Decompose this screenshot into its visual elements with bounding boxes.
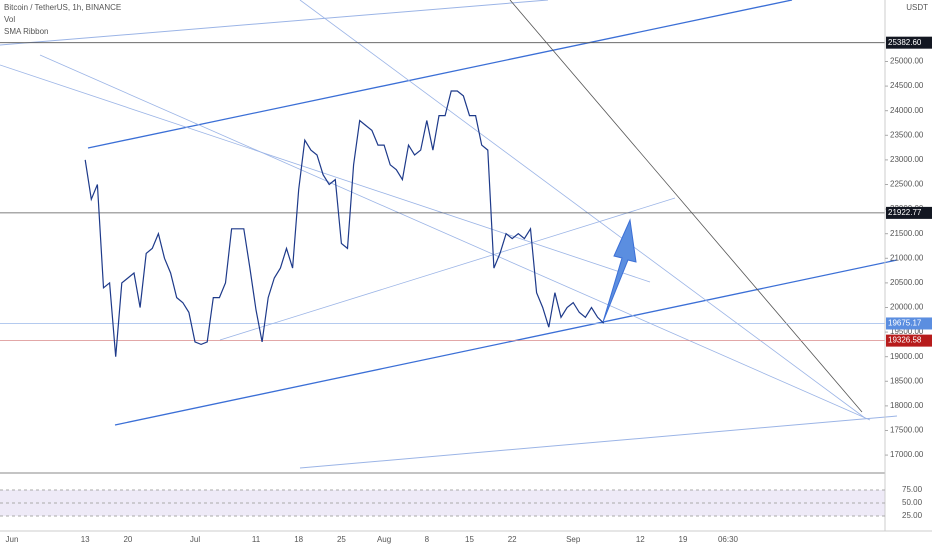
price-line-series	[84, 90, 605, 357]
y-tick-label: 18000.00	[890, 401, 924, 410]
rsi-tick-label: 25.00	[902, 511, 923, 520]
x-tick-label: 8	[425, 535, 430, 544]
currency: USDT	[906, 3, 928, 12]
trendlines	[0, 0, 898, 469]
x-tick-label: 18	[294, 535, 303, 544]
y-tick-label: 21500.00	[890, 229, 924, 238]
y-tick-label: 19000.00	[890, 352, 924, 361]
price-label-box	[886, 36, 932, 49]
x-tick-label: 20	[123, 535, 132, 544]
x-tick-label: 25	[337, 535, 346, 544]
x-tick-label: Aug	[377, 535, 391, 544]
countdown: 06:30	[718, 535, 739, 544]
price-label-box	[886, 334, 932, 347]
y-tick-label: 20500.00	[890, 278, 924, 287]
price-label: 19326.58	[888, 336, 922, 345]
price-label: 25382.60	[888, 38, 922, 47]
x-tick-label: 12	[636, 535, 645, 544]
rsi-band	[0, 490, 885, 516]
y-tick-label: 23000.00	[890, 155, 924, 164]
legend-line: Vol	[4, 15, 15, 24]
price-label-box	[886, 206, 932, 219]
y-tick-label: 23500.00	[890, 130, 924, 139]
y-tick-label: 24500.00	[890, 81, 924, 90]
price-label-box	[886, 317, 932, 330]
rsi-tick-label: 50.00	[902, 498, 923, 507]
y-tick-label: 20000.00	[890, 303, 924, 312]
y-tick-label: 17500.00	[890, 426, 924, 435]
x-tick-label: Jun	[6, 535, 19, 544]
x-tick-label: 13	[81, 535, 90, 544]
price-label: 19675.17	[888, 319, 922, 328]
x-tick-label: 22	[508, 535, 517, 544]
legend-line: Bitcoin / TetherUS, 1h, BINANCE	[4, 3, 121, 12]
price-label: 21922.77	[888, 208, 922, 217]
x-tick-label: Sep	[566, 535, 581, 544]
y-tick-label: 18500.00	[890, 376, 924, 385]
forecast-arrow	[602, 218, 637, 323]
y-tick-label: 25000.00	[890, 57, 924, 66]
legend-line: SMA Ribbon	[4, 27, 48, 36]
rsi-tick-label: 75.00	[902, 485, 923, 494]
x-tick-label: Jul	[190, 535, 200, 544]
x-tick-label: 15	[465, 535, 474, 544]
y-tick-label: 21000.00	[890, 253, 924, 262]
x-tick-label: 19	[679, 535, 688, 544]
y-tick-label: 22500.00	[890, 180, 924, 189]
x-tick-label: 11	[252, 535, 261, 544]
y-tick-label: 17000.00	[890, 450, 924, 459]
y-tick-label: 24000.00	[890, 106, 924, 115]
y-tick-label: 19500.00	[890, 327, 924, 336]
